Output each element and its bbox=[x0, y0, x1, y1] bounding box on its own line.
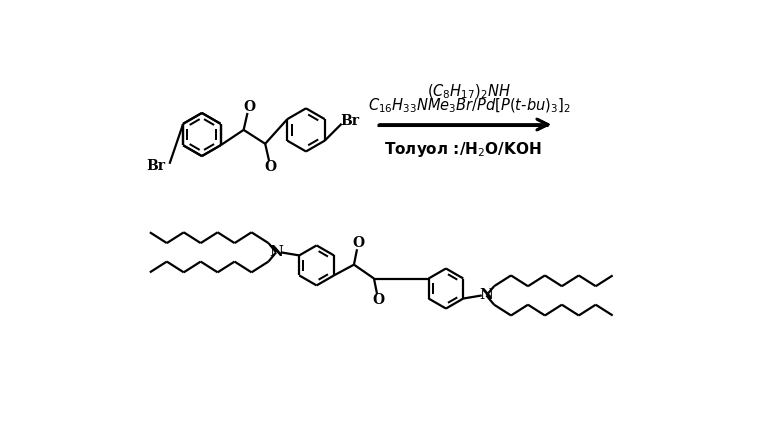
Text: Толуол :/H$_2$O/KOH: Толуол :/H$_2$O/KOH bbox=[385, 140, 542, 159]
Text: Br: Br bbox=[340, 114, 359, 128]
Text: N: N bbox=[269, 245, 283, 259]
Text: $(C_8H_{17})_2NH$: $(C_8H_{17})_2NH$ bbox=[427, 83, 511, 101]
Text: O: O bbox=[353, 236, 364, 250]
Text: O: O bbox=[373, 293, 385, 307]
Text: $C_{16}H_{33}NMe_3Br/Pd[P(t\text{-}bu)_3]_2$: $C_{16}H_{33}NMe_3Br/Pd[P(t\text{-}bu)_3… bbox=[367, 97, 570, 115]
Text: N: N bbox=[480, 288, 493, 303]
Text: O: O bbox=[243, 100, 255, 114]
Text: O: O bbox=[264, 160, 277, 174]
Text: Br: Br bbox=[146, 159, 165, 173]
